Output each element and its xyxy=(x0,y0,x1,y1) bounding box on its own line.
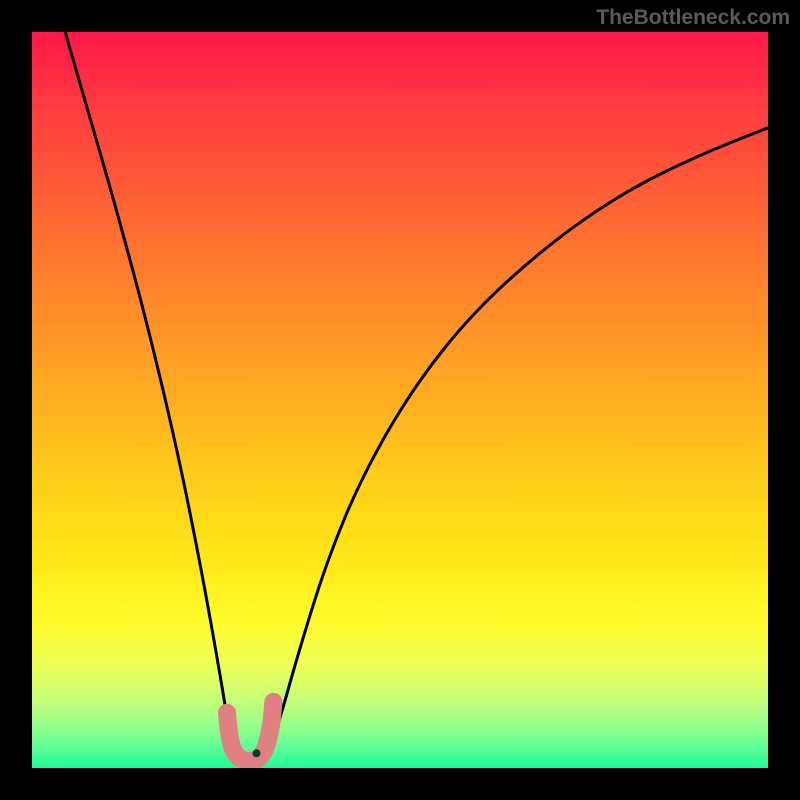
plot-area xyxy=(32,32,768,768)
curve-left-branch xyxy=(65,32,234,757)
minimum-marker xyxy=(227,702,273,761)
watermark-text: TheBottleneck.com xyxy=(596,6,790,30)
bottleneck-curve xyxy=(32,32,768,768)
minimum-dot xyxy=(253,749,261,757)
curve-right-branch xyxy=(268,128,769,757)
